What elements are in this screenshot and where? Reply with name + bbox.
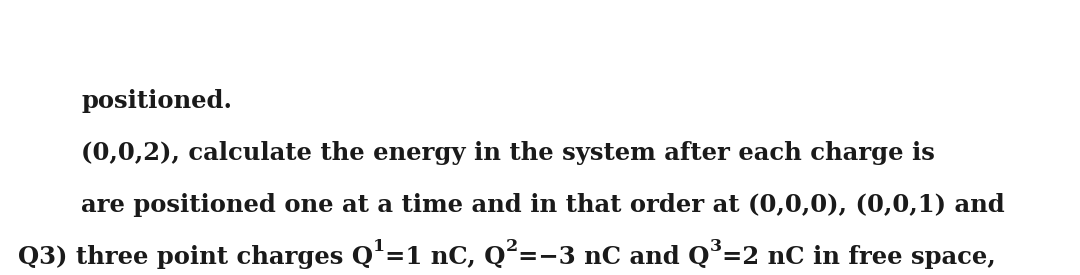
- Text: 2: 2: [505, 238, 518, 255]
- Text: =−3 nC and Q: =−3 nC and Q: [518, 245, 710, 269]
- Text: (0,0,2), calculate the energy in the system after each charge is: (0,0,2), calculate the energy in the sys…: [81, 141, 935, 165]
- Text: =1 nC, Q: =1 nC, Q: [386, 245, 505, 269]
- Text: Q3) three point charges Q: Q3) three point charges Q: [18, 245, 374, 269]
- Text: 3: 3: [710, 238, 721, 255]
- Text: are positioned one at a time and in that order at (0,0,0), (0,0,1) and: are positioned one at a time and in that…: [81, 193, 1004, 217]
- Text: 1: 1: [374, 238, 386, 255]
- Text: positioned.: positioned.: [81, 89, 232, 113]
- Text: =2 nC in free space,: =2 nC in free space,: [721, 245, 996, 269]
